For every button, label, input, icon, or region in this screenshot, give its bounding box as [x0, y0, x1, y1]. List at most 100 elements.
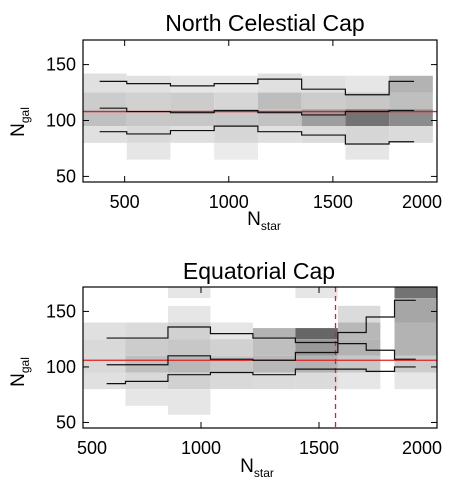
panel-north-celestial-cap: North Celestial Cap 500 1000 1500 2000 50 100…	[8, 10, 442, 233]
x-tick-label: 500	[110, 192, 140, 212]
density-cell	[125, 389, 168, 406]
density-cell	[345, 126, 390, 143]
x-axis-label-main: N	[247, 209, 261, 230]
density-cell	[337, 322, 381, 340]
density-cell	[252, 339, 296, 356]
density-cell	[394, 287, 437, 299]
density-cell	[83, 372, 126, 390]
density-cell	[126, 109, 171, 127]
density-cell	[214, 92, 258, 110]
x-tick-label: 1500	[299, 438, 339, 458]
density-cell	[345, 92, 390, 110]
plot-frame	[82, 286, 438, 429]
y-axis-label: Ngal	[8, 107, 32, 137]
x-axis-label: Nstar	[247, 209, 281, 233]
density-cell	[295, 355, 338, 373]
median-line	[99, 107, 415, 116]
density-cell	[257, 126, 302, 143]
chart-title: North Celestial Cap	[165, 10, 364, 36]
density-cell	[167, 322, 211, 340]
density-cell	[252, 328, 296, 340]
density-cell	[389, 109, 433, 127]
density-cell	[126, 142, 171, 160]
upper-percentile-line	[99, 78, 415, 96]
x-axis-label-main: N	[240, 456, 254, 477]
density-cell	[125, 322, 168, 340]
x-axis-label-sub: star	[261, 219, 281, 233]
density-cell	[337, 305, 381, 323]
y-tick-label: 150	[46, 301, 76, 321]
plot-frame	[82, 39, 438, 183]
y-axis-label: Ngal	[8, 357, 32, 387]
density-cell	[83, 73, 127, 93]
panel-equatorial-cap: Equatorial Cap 500 1000 1500 2000 50 100 150 N…	[8, 258, 442, 480]
density-cell	[83, 126, 127, 143]
x-axis-label: Nstar	[240, 456, 274, 480]
density-cell	[337, 355, 381, 373]
y-tick-label: 100	[46, 357, 76, 377]
density-cell	[210, 339, 253, 356]
density-cell	[389, 75, 433, 93]
density-cell	[295, 372, 338, 390]
density-cell	[389, 92, 433, 110]
x-tick-label: 500	[77, 438, 107, 458]
density-cell	[170, 75, 215, 93]
y-tick-label: 50	[56, 412, 76, 432]
density-cell	[257, 73, 302, 93]
density-cell	[214, 109, 258, 127]
plot-content	[83, 73, 437, 160]
density-cell	[170, 92, 215, 110]
density-cell	[83, 92, 127, 110]
plot-content	[83, 287, 437, 428]
density-cell	[252, 372, 296, 390]
density-cell	[345, 109, 390, 127]
density-cell	[210, 372, 253, 390]
density-cell	[295, 339, 338, 356]
density-cell	[83, 339, 126, 356]
y-axis-label-main: N	[8, 123, 29, 137]
density-cell	[337, 339, 381, 356]
x-tick-label: 2000	[402, 438, 442, 458]
median-line	[106, 343, 416, 366]
density-cell	[126, 92, 171, 110]
density-cell	[167, 339, 211, 356]
density-cell	[210, 355, 253, 373]
y-tick-label: 150	[46, 55, 76, 75]
density-cell	[252, 355, 296, 373]
y-axis-label-main: N	[8, 373, 29, 387]
density-cell	[257, 92, 302, 110]
density-cell	[167, 372, 211, 390]
lower-percentile-line	[99, 125, 415, 145]
density-cell	[295, 287, 338, 299]
density-cell	[394, 298, 437, 323]
density-cell	[389, 126, 433, 143]
x-tick-label: 2000	[402, 192, 442, 212]
density-cell	[83, 322, 126, 340]
x-tick-label: 1000	[181, 438, 221, 458]
lower-percentile-line	[106, 366, 416, 385]
density-cell	[167, 389, 211, 415]
density-cell	[170, 109, 215, 127]
upper-percentile-line	[106, 299, 416, 344]
density-cell	[394, 372, 437, 390]
density-cell	[167, 287, 211, 299]
plot-area: 500 1000 1500 2000 50 100 150	[46, 39, 442, 212]
density-cell	[301, 75, 346, 93]
plot-area: 500 1000 1500 2000 50 100 150	[46, 286, 442, 458]
density-cell	[83, 109, 127, 127]
density-cell	[301, 92, 346, 110]
y-tick-label: 100	[46, 111, 76, 131]
density-cell	[214, 126, 258, 143]
density-cell	[214, 142, 258, 160]
density-cell	[257, 109, 302, 127]
x-axis-label-sub: star	[254, 466, 274, 480]
density-cell	[167, 305, 211, 323]
chart-title: Equatorial Cap	[183, 258, 335, 284]
density-cell	[301, 109, 346, 127]
x-tick-label: 1000	[209, 192, 249, 212]
density-cell	[295, 328, 338, 340]
density-cell	[394, 322, 437, 356]
density-cell	[210, 322, 253, 340]
density-cell	[345, 142, 390, 160]
